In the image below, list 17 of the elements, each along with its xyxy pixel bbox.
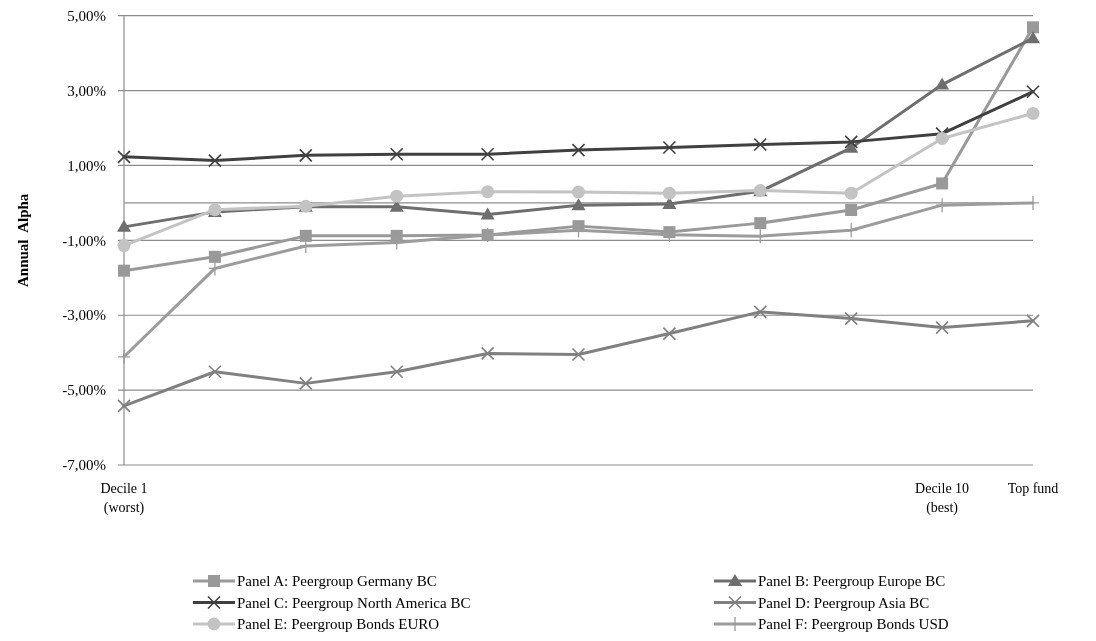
y-tick-label: -3,00% [62, 307, 106, 324]
x-tick-label: Decile 10 (best) [915, 481, 970, 516]
y-tick-label: -5,00% [62, 382, 106, 399]
legend-label: Panel F: Peergroup Bonds USD [758, 616, 949, 633]
legend-label: Panel D: Peergroup Asia BC [758, 594, 930, 611]
x-tick-label: Decile 1 (worst) [100, 481, 148, 516]
y-tick-label: 5,00% [67, 7, 106, 24]
legend-label: Panel A: Peergroup Germany BC [237, 573, 437, 590]
x-tick-label: Top fund [1007, 481, 1059, 496]
y-axis-title: Annual Alpha [15, 193, 31, 288]
y-tick-label: -7,00% [62, 457, 106, 474]
legend-label: Panel E: Peergroup Bonds EURO [237, 616, 440, 633]
legend-label: Panel C: Peergroup North America BC [237, 594, 471, 611]
y-tick-label: 1,00% [67, 157, 106, 174]
y-tick-label: 3,00% [67, 82, 106, 99]
legend-label: Panel B: Peergroup Europe BC [758, 573, 946, 590]
y-tick-label: -1,00% [62, 232, 106, 249]
